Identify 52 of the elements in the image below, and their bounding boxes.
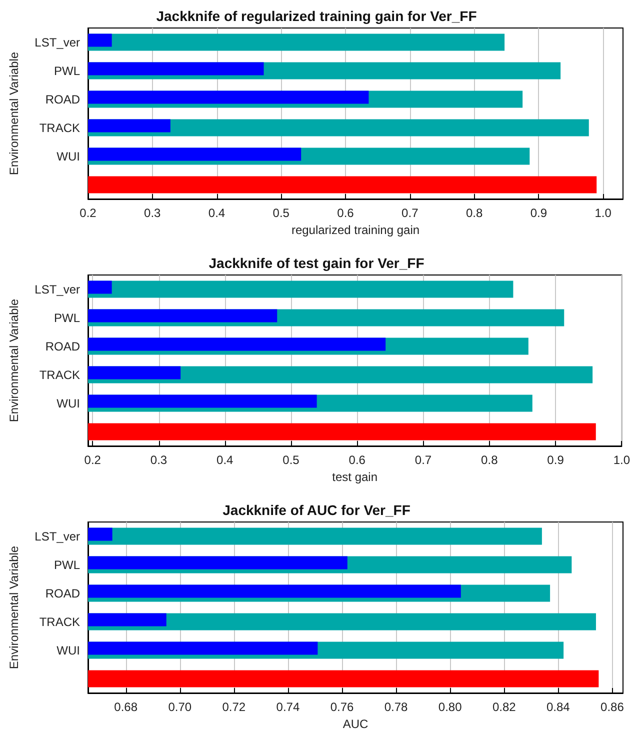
x-tick-label: 0.78 bbox=[384, 700, 408, 714]
x-tick-label: 0.3 bbox=[150, 453, 168, 467]
x-axis-title: test gain bbox=[332, 470, 378, 484]
x-tick-label: 0.82 bbox=[492, 700, 516, 714]
y-tick-label: WUI bbox=[56, 643, 80, 658]
x-tick-label: 0.4 bbox=[216, 453, 234, 467]
x-tick-label: 0.6 bbox=[348, 453, 366, 467]
x-tick-label: 1.0 bbox=[613, 453, 630, 467]
x-tick-label: 0.3 bbox=[144, 206, 162, 220]
chart-title: Jackknife of test gain for Ver_FF bbox=[208, 255, 425, 271]
x-tick-label: 0.5 bbox=[272, 206, 290, 220]
y-tick-label: TRACK bbox=[39, 614, 80, 629]
x-tick-label: 0.7 bbox=[414, 453, 432, 467]
y-tick-label: PWL bbox=[54, 64, 80, 78]
x-tick-label: 0.2 bbox=[84, 453, 102, 467]
y-tick-label: WUI bbox=[56, 396, 80, 410]
y-axis-title: Environmental Variable bbox=[7, 52, 21, 176]
x-axis-title: regularized training gain bbox=[291, 222, 420, 237]
x-tick-label: 0.86 bbox=[600, 700, 624, 714]
x-tick-label: 0.76 bbox=[330, 700, 354, 714]
x-tick-label: 0.72 bbox=[222, 700, 246, 714]
x-tick-label: 0.5 bbox=[282, 453, 300, 467]
y-tick-label: ROAD bbox=[45, 586, 80, 600]
y-tick-label: PWL bbox=[54, 558, 80, 572]
y-axis-title: Environmental Variable bbox=[7, 546, 21, 670]
chart-title: Jackknife of AUC for Ver_FF bbox=[222, 502, 411, 518]
x-tick-label: 0.9 bbox=[530, 206, 548, 220]
y-tick-label: TRACK bbox=[39, 120, 80, 135]
x-tick-label: 0.70 bbox=[168, 700, 192, 714]
x-tick-label: 0.4 bbox=[208, 206, 226, 220]
x-tick-label: 0.68 bbox=[114, 700, 138, 714]
y-tick-label: LST_ver bbox=[34, 282, 80, 296]
x-tick-label: 0.80 bbox=[438, 700, 462, 714]
x-tick-label: 0.6 bbox=[337, 206, 354, 220]
y-tick-label: TRACK bbox=[39, 368, 80, 382]
x-tick-label: 0.74 bbox=[276, 700, 300, 714]
x-tick-label: 0.8 bbox=[466, 206, 483, 220]
chart-title: Jackknife of regularized training gain for Ver_FF bbox=[156, 8, 478, 24]
y-tick-label: ROAD bbox=[45, 339, 80, 354]
x-tick-label: 1.0 bbox=[594, 206, 612, 220]
y-tick-label: ROAD bbox=[45, 92, 80, 106]
x-tick-label: 0.8 bbox=[481, 453, 498, 467]
y-axis-title: Environmental Variable bbox=[7, 298, 21, 422]
y-tick-label: WUI bbox=[56, 149, 80, 164]
x-tick-label: 0.2 bbox=[80, 206, 97, 220]
x-tick-label: 0.7 bbox=[402, 206, 419, 220]
x-tick-label: 0.84 bbox=[546, 700, 570, 714]
x-tick-label: 0.9 bbox=[547, 453, 564, 467]
y-tick-label: LST_ver bbox=[34, 529, 80, 544]
x-axis-title: AUC bbox=[342, 716, 368, 731]
y-tick-label: PWL bbox=[54, 310, 80, 325]
y-tick-label: LST_ver bbox=[34, 35, 80, 50]
